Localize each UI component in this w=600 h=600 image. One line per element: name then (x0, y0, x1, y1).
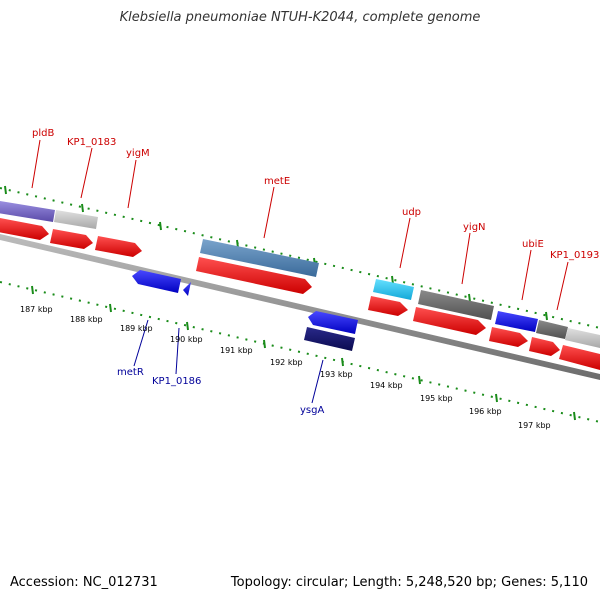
gene-ysgA-upper[interactable] (308, 311, 358, 334)
kbp-label: 190 kbp (170, 335, 203, 344)
kbp-label: 189 kbp (120, 324, 153, 333)
label-ubiE[interactable]: ubiE (522, 239, 544, 250)
forward-leader-lines (31, 139, 569, 311)
gene-KP1_0186[interactable] (183, 282, 191, 296)
reverse-gene-labels: metR KP1_0186 ysgA (117, 367, 324, 416)
label-metE[interactable]: metE (264, 176, 290, 187)
reverse-gene-row (132, 270, 358, 351)
forward-gene-row-upper (0, 201, 600, 348)
label-KP1_0186[interactable]: KP1_0186 (152, 376, 201, 387)
gene-metE[interactable] (200, 239, 319, 277)
cds-pldB[interactable] (0, 218, 49, 240)
forward-gene-labels: pldB KP1_0183 yigM metE udp yigN ubiE KP… (32, 128, 599, 261)
kbp-label: 192 kbp (270, 358, 303, 367)
label-pldB[interactable]: pldB (32, 128, 54, 139)
kbp-scale-labels: 187 kbp 188 kbp 189 kbp 190 kbp 191 kbp … (20, 305, 551, 430)
cds-KP1_0183[interactable] (50, 229, 93, 249)
gene-metR[interactable] (132, 270, 181, 293)
label-KP1_0183[interactable]: KP1_0183 (67, 137, 116, 148)
cds-metE[interactable] (196, 257, 312, 294)
gene-ysgA-lower[interactable] (304, 327, 355, 351)
cds-KP1_0193[interactable] (559, 345, 600, 370)
forward-tick-track (0, 187, 600, 329)
label-yigN[interactable]: yigN (463, 222, 486, 233)
genome-backbone (0, 234, 600, 380)
genome-summary-text: Topology: circular; Length: 5,248,520 bp… (230, 575, 588, 590)
kbp-label: 195 kbp (420, 394, 453, 403)
gene-udp[interactable] (373, 279, 414, 300)
forward-cds-row (0, 218, 600, 370)
kbp-label: 196 kbp (469, 407, 502, 416)
kbp-label: 193 kbp (320, 370, 353, 379)
forward-major-ticks (4, 185, 548, 321)
cds-yigM[interactable] (95, 236, 142, 257)
reverse-leader-lines (133, 319, 324, 404)
cds-ubiE[interactable] (489, 327, 528, 347)
kbp-label: 187 kbp (20, 305, 53, 314)
kbp-label: 191 kbp (220, 346, 253, 355)
label-KP1_0193[interactable]: KP1_0193 (550, 250, 599, 261)
reverse-major-ticks (31, 285, 576, 421)
reverse-tick-track (0, 281, 600, 423)
kbp-label: 188 kbp (70, 315, 103, 324)
label-udp[interactable]: udp (402, 207, 421, 218)
gene-KP1_0193[interactable] (565, 328, 600, 348)
accession-text: Accession: NC_012731 (10, 575, 158, 590)
cds-KP1_0191[interactable] (529, 337, 560, 356)
gene-KP1_0183[interactable] (54, 210, 98, 229)
label-yigM[interactable]: yigM (126, 148, 150, 159)
cds-udp[interactable] (368, 296, 408, 316)
label-metR[interactable]: metR (117, 367, 144, 378)
gene-pldB[interactable] (0, 201, 55, 222)
cds-yigN[interactable] (413, 307, 486, 335)
kbp-label: 197 kbp (518, 421, 551, 430)
kbp-label: 194 kbp (370, 381, 403, 390)
genome-title: Klebsiella pneumoniae NTUH-K2044, comple… (119, 10, 481, 25)
gene-yigN[interactable] (418, 290, 494, 320)
gene-KP1_0191[interactable] (536, 320, 568, 339)
label-ysgA[interactable]: ysgA (300, 405, 324, 416)
gene-ubiE[interactable] (495, 311, 538, 332)
